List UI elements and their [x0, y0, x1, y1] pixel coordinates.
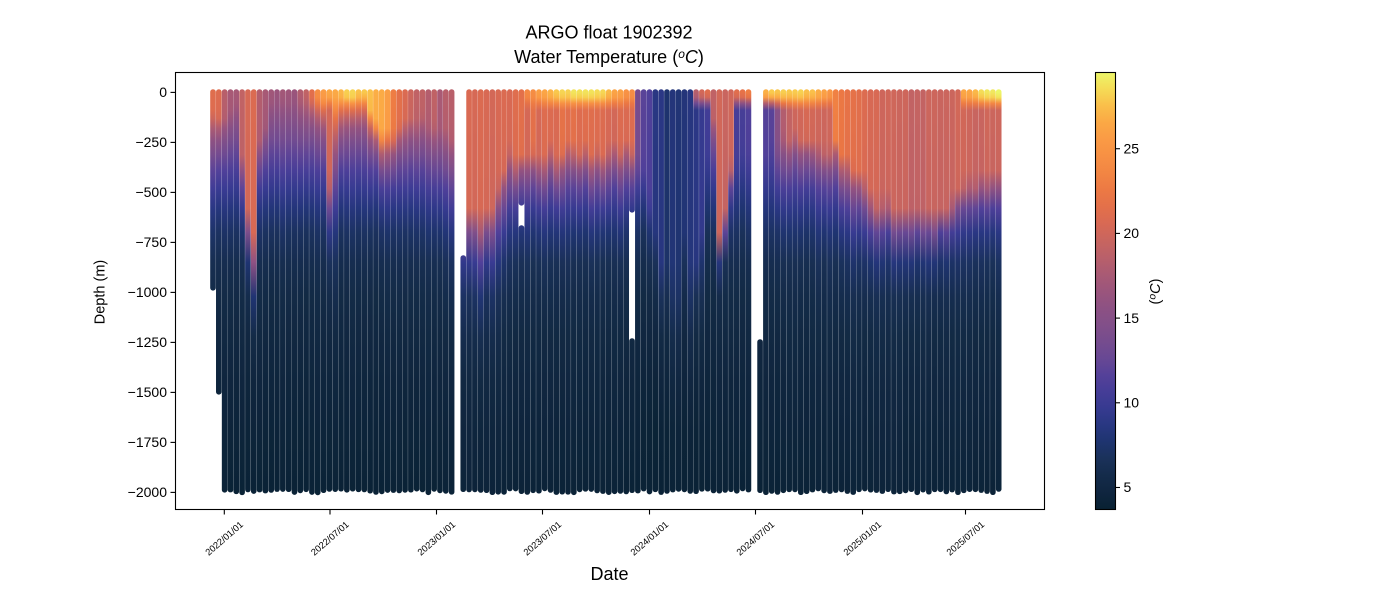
svg-text:(oC): (oC)	[1147, 278, 1165, 304]
svg-text:Date: Date	[590, 564, 628, 584]
svg-text:−1000: −1000	[128, 284, 168, 300]
svg-text:−1250: −1250	[128, 334, 168, 350]
svg-text:−1500: −1500	[128, 384, 168, 400]
svg-text:Depth (m): Depth (m)	[93, 260, 109, 324]
svg-text:ARGO float 1902392: ARGO float 1902392	[525, 23, 692, 43]
svg-text:−500: −500	[135, 184, 167, 200]
svg-text:15: 15	[1124, 310, 1140, 326]
svg-text:−250: −250	[135, 134, 167, 150]
svg-text:−750: −750	[135, 234, 167, 250]
svg-text:−2000: −2000	[128, 484, 168, 500]
svg-text:5: 5	[1124, 479, 1132, 495]
svg-text:0: 0	[159, 84, 167, 100]
svg-text:10: 10	[1124, 394, 1140, 410]
svg-text:20: 20	[1124, 225, 1140, 241]
svg-text:25: 25	[1124, 140, 1140, 156]
svg-text:Water Temperature (oC): Water Temperature (oC)	[514, 47, 704, 67]
svg-text:−1750: −1750	[128, 434, 168, 450]
